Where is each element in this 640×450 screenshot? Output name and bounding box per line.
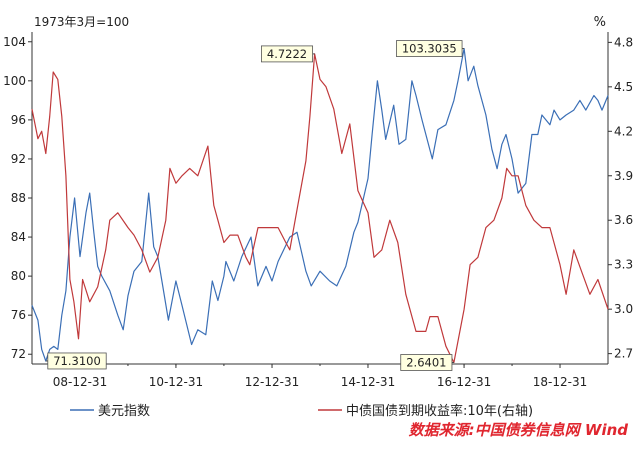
- right-axis-tick-label: 3.0: [614, 302, 633, 316]
- left-axis-tick-label: 72: [11, 347, 26, 361]
- annotation-label: 4.7222: [267, 47, 307, 61]
- left-axis-tick-label: 96: [11, 113, 26, 127]
- x-axis-tick-label: 08-12-31: [53, 375, 107, 389]
- left-axis-tick-label: 92: [11, 152, 26, 166]
- left-axis-note: 1973年3月=100: [34, 15, 129, 29]
- right-axis-unit: %: [594, 15, 606, 30]
- x-axis-tick-label: 10-12-31: [149, 375, 203, 389]
- annotation-label: 2.6401: [406, 356, 446, 370]
- annotation-box: [396, 40, 463, 57]
- annotation-box: [47, 352, 107, 370]
- source-note: 数据来源:中国债券信息网 Wind: [408, 421, 628, 439]
- right-axis-tick-label: 4.5: [614, 80, 633, 94]
- left-axis-tick-label: 76: [11, 308, 26, 322]
- x-axis-tick-label: 12-12-31: [245, 375, 299, 389]
- right-axis-tick-label: 3.3: [614, 258, 633, 272]
- series-line-1: [31, 53, 609, 364]
- annotation-label: 71.3100: [53, 354, 101, 368]
- left-axis-tick-label: 80: [11, 269, 26, 283]
- legend-label-0: 美元指数: [98, 404, 150, 419]
- left-axis-tick-label: 88: [11, 191, 26, 205]
- right-axis-tick-label: 4.8: [614, 35, 633, 49]
- left-axis-tick-label: 84: [11, 230, 26, 244]
- annotation-label: 103.3035: [402, 42, 457, 56]
- annotation-box: [400, 354, 453, 371]
- left-axis-tick-label: 100: [3, 74, 26, 88]
- x-axis-tick-label: 18-12-31: [533, 375, 587, 389]
- x-axis-tick-label: 16-12-31: [437, 375, 491, 389]
- right-axis-tick-label: 4.2: [614, 124, 633, 138]
- annotation-box: [261, 45, 314, 63]
- x-axis-tick-label: 14-12-31: [341, 375, 395, 389]
- legend-label-1: 中债国债到期收益率:10年(右轴): [346, 403, 533, 419]
- series-line-0: [31, 48, 609, 362]
- left-axis-tick-label: 104: [3, 35, 26, 49]
- right-axis-tick-label: 3.6: [614, 213, 633, 227]
- right-axis-tick-label: 2.7: [614, 347, 633, 361]
- right-axis-tick-label: 3.9: [614, 169, 633, 183]
